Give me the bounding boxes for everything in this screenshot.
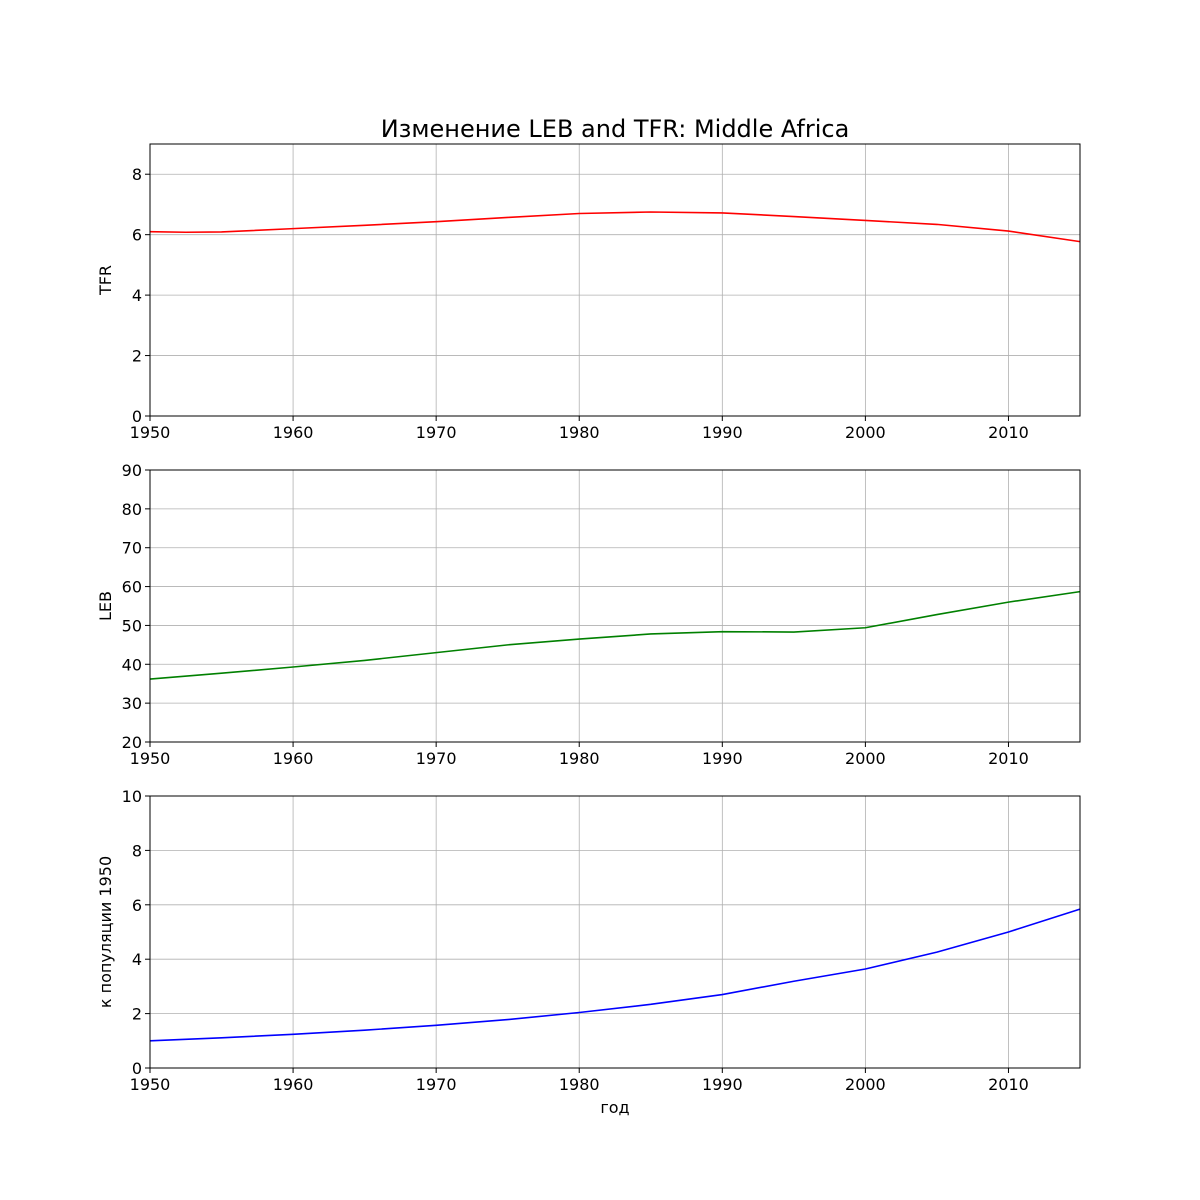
population-y-tick-label: 2 [132, 1005, 142, 1024]
leb-x-tick-label: 1950 [130, 749, 171, 768]
leb-y-axis-label: LEB [96, 591, 115, 621]
population-x-axis-label: год [600, 1098, 629, 1117]
leb-series-line [149, 590, 1081, 680]
population-x-tick-label: 1950 [130, 1075, 171, 1094]
leb-y-tick-label: 80 [122, 500, 142, 519]
population-panel: 1950 1960 1970 1980 1990 2000 2010 0 2 4 6 8 10 к поп… [96, 787, 1081, 1117]
subplots: 1950 1960 1970 1980 1990 2000 201002468TFR1950… [96, 143, 1081, 1117]
leb-x-tick-label: 2000 [845, 749, 886, 768]
figure-title: Изменение LEB and TFR: Middle Africa [381, 115, 850, 143]
leb-x-tick-label: 1980 [559, 749, 600, 768]
population-y-tick-label: 8 [132, 841, 142, 860]
tfr-y-tick-label: 8 [132, 165, 142, 184]
tfr-x-tick-label: 1980 [559, 423, 600, 442]
tfr-x-tick-label: 1970 [416, 423, 457, 442]
tfr-series-line [149, 211, 1081, 243]
population-x-tick-label: 2000 [845, 1075, 886, 1094]
tfr-y-tick-label: 2 [132, 347, 142, 366]
leb-panel: 1950 1960 1970 1980 1990 2000 2010 20 30 40 50 60 70… [96, 461, 1081, 768]
tfr-x-tick-label: 2010 [988, 423, 1029, 442]
leb-y-tick-label: 20 [122, 733, 142, 752]
leb-axes-frame [149, 469, 1081, 743]
tfr-y-tick-label: 0 [132, 407, 142, 426]
population-axes-frame [149, 795, 1081, 1069]
tfr-y-tick-label: 4 [132, 286, 142, 305]
leb-y-tick-label: 50 [122, 616, 142, 635]
tfr-panel: 1950 1960 1970 1980 1990 2000 2010 0 2 4 6 8 TFR [96, 143, 1081, 442]
leb-x-tick-label: 1990 [702, 749, 743, 768]
population-series-line [149, 908, 1081, 1042]
population-x-tick-label: 2010 [988, 1075, 1029, 1094]
population-y-tick-label: 0 [132, 1059, 142, 1078]
tfr-axes-frame [149, 143, 1081, 417]
leb-x-tick-label: 2010 [988, 749, 1029, 768]
population-y-tick-label: 10 [122, 787, 142, 806]
leb-y-tick-label: 70 [122, 539, 142, 558]
population-y-axis-label: к популяции 1950 [96, 856, 115, 1008]
population-x-tick-label: 1990 [702, 1075, 743, 1094]
population-x-tick-label: 1980 [559, 1075, 600, 1094]
tfr-x-tick-label: 1950 [130, 423, 171, 442]
leb-y-tick-label: 40 [122, 655, 142, 674]
population-y-tick-label: 6 [132, 896, 142, 915]
leb-y-tick-label: 90 [122, 461, 142, 480]
leb-y-tick-label: 60 [122, 578, 142, 597]
tfr-x-tick-label: 2000 [845, 423, 886, 442]
leb-x-tick-label: 1960 [273, 749, 314, 768]
leb-x-tick-label: 1970 [416, 749, 457, 768]
population-y-tick-label: 4 [132, 950, 142, 969]
tfr-y-axis-label: TFR [96, 265, 115, 296]
population-x-tick-label: 1970 [416, 1075, 457, 1094]
population-x-tick-label: 1960 [273, 1075, 314, 1094]
tfr-x-tick-label: 1990 [702, 423, 743, 442]
leb-y-tick-label: 30 [122, 694, 142, 713]
tfr-y-tick-label: 6 [132, 226, 142, 245]
tfr-x-tick-label: 1960 [273, 423, 314, 442]
